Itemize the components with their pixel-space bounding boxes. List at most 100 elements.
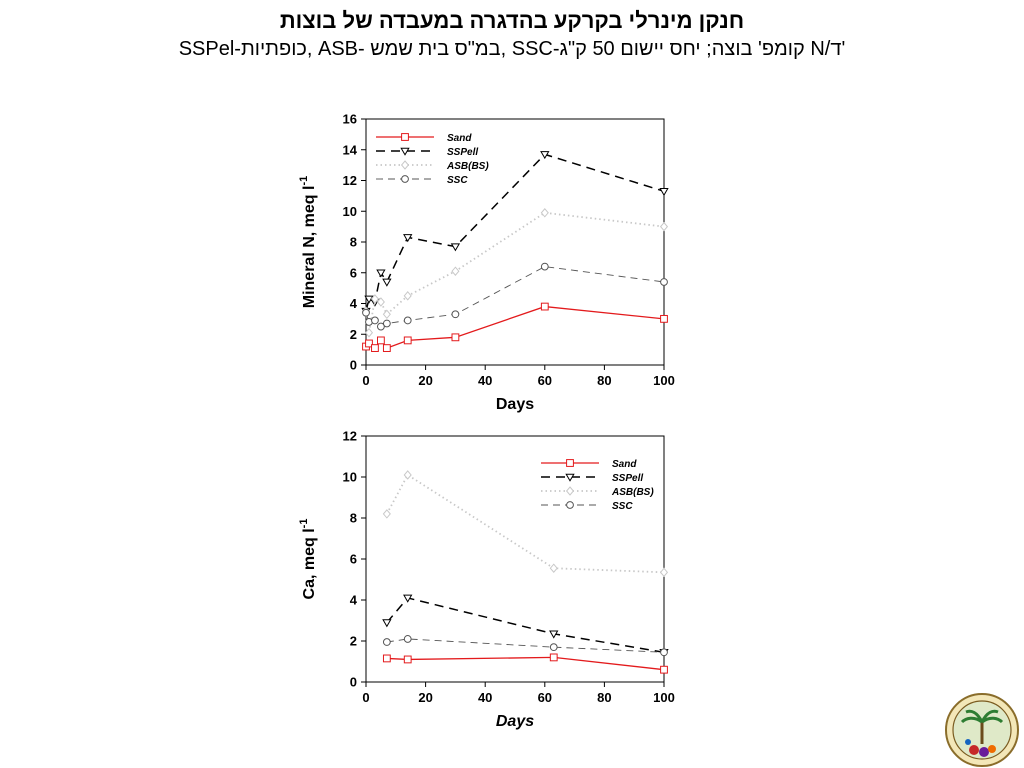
legend-marker: [566, 501, 574, 509]
x-tick-label: 100: [653, 373, 675, 388]
y-tick-label: 14: [343, 142, 358, 157]
data-point: [382, 619, 392, 628]
data-point: [362, 308, 370, 317]
y-tick-label: 8: [350, 235, 357, 250]
data-point: [376, 297, 385, 307]
data-point: [660, 314, 668, 323]
data-point: [403, 336, 412, 345]
y-tick-label: 8: [350, 511, 357, 526]
series-ssc: [382, 635, 668, 657]
legend-label: SSPell: [612, 473, 643, 484]
legend-label: Sand: [447, 133, 472, 144]
data-point: [660, 648, 668, 657]
y-tick-label: 4: [350, 593, 358, 608]
data-point: [377, 336, 385, 345]
legend-marker: [401, 133, 409, 141]
legend-marker: [565, 486, 575, 496]
data-point: [403, 316, 412, 325]
slide-subtitle: SSPel-כופתיות, ASB- במ"ס בית שמש, SSC-קו…: [178, 38, 846, 60]
data-point: [382, 278, 392, 287]
data-point: [364, 327, 374, 338]
series-line: [386, 656, 665, 671]
legend-marker: [400, 147, 410, 156]
y-axis-label: Mineral N, meq l-1: [298, 176, 318, 308]
data-point: [403, 291, 412, 301]
data-point: [451, 310, 460, 319]
legend-label: ASB(BS): [611, 487, 654, 498]
y-tick-label: 10: [343, 204, 357, 219]
data-point: [403, 655, 412, 664]
slide-title: חנקן מינרלי בקרקע בהדגרה במעבדה של בוצות: [279, 8, 745, 33]
data-point: [382, 638, 391, 646]
series-line: [386, 473, 665, 574]
emblem-seal-icon: [945, 693, 1019, 767]
y-axis-label-text: Mineral N, meq l: [301, 186, 318, 309]
x-tick-label: 40: [478, 373, 492, 388]
data-point: [451, 333, 460, 342]
data-point: [403, 594, 413, 603]
data-point: [660, 278, 668, 286]
y-tick-label: 6: [350, 552, 357, 567]
legend-label: ASB(BS): [446, 161, 489, 172]
data-point: [365, 339, 373, 348]
data-point: [659, 221, 669, 232]
data-point: [549, 630, 559, 639]
x-tick-label: 20: [418, 373, 432, 388]
legend-label: SSC: [612, 501, 633, 512]
y-axis-label-superscript: -1: [298, 519, 310, 529]
data-point: [659, 567, 669, 578]
data-point: [382, 319, 391, 328]
y-tick-label: 16: [343, 112, 357, 127]
series-line: [386, 638, 665, 653]
legend-marker: [565, 473, 575, 482]
x-tick-label: 0: [362, 690, 369, 705]
data-point: [403, 234, 413, 243]
y-tick-label: 0: [350, 358, 357, 373]
data-point: [549, 563, 558, 573]
series-asb-bs-: [382, 470, 669, 578]
series-sspell: [382, 594, 669, 658]
x-tick-label: 80: [597, 690, 611, 705]
legend-label: SSC: [447, 175, 468, 186]
x-tick-label: 0: [362, 373, 369, 388]
y-axis-label-text: Ca, meq l: [301, 528, 318, 599]
legend-marker: [400, 160, 410, 170]
legend: Sand SSPell ASB(BS) SSC: [541, 459, 654, 512]
data-point: [450, 243, 461, 252]
y-tick-label: 10: [343, 470, 357, 485]
data-point: [382, 309, 391, 320]
series-sand: [382, 653, 668, 674]
data-point: [403, 470, 412, 480]
x-tick-label: 60: [538, 373, 552, 388]
data-point: [451, 266, 460, 276]
x-tick-label: 100: [653, 690, 675, 705]
y-tick-label: 2: [350, 327, 357, 342]
legend: Sand SSPell ASB(BS) SSC: [376, 133, 489, 186]
data-point: [376, 269, 386, 278]
x-tick-label: 60: [538, 690, 552, 705]
y-tick-label: 6: [350, 265, 357, 280]
x-tick-label: 80: [597, 373, 611, 388]
legend-label: Sand: [612, 459, 637, 470]
data-point: [659, 187, 669, 197]
data-point: [549, 643, 558, 652]
data-point: [549, 653, 558, 662]
legend-label: SSPell: [447, 147, 478, 158]
data-point: [377, 322, 385, 331]
series-ssc: [362, 262, 668, 331]
y-axis-label: Ca, meq l-1: [298, 519, 318, 600]
data-point: [540, 151, 550, 160]
data-point: [540, 262, 549, 271]
legend-marker: [401, 175, 409, 183]
data-point: [540, 302, 549, 311]
data-point: [370, 294, 379, 304]
data-point: [382, 509, 391, 519]
series-line: [386, 597, 665, 654]
data-point: [403, 635, 412, 643]
y-tick-label: 12: [343, 173, 357, 188]
y-axis-label-superscript: -1: [298, 176, 310, 186]
data-point: [371, 344, 379, 352]
x-axis-label: Days: [496, 713, 534, 730]
